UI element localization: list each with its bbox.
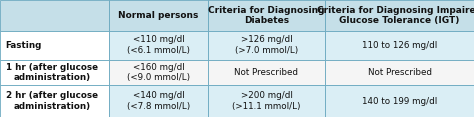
Text: Normal persons: Normal persons [118, 11, 199, 20]
Bar [0, 60, 109, 85]
Text: >200 mg/dl
(>11.1 mmol/L): >200 mg/dl (>11.1 mmol/L) [232, 91, 301, 111]
Bar [208, 31, 325, 60]
Text: 1 hr (after glucose
administration): 1 hr (after glucose administration) [6, 63, 98, 82]
Text: Fasting: Fasting [6, 41, 42, 50]
Bar [0, 0, 109, 31]
Bar [109, 0, 208, 31]
Bar [325, 0, 474, 31]
Bar [208, 60, 325, 85]
Bar [109, 31, 208, 60]
Bar [109, 85, 208, 117]
Bar [109, 60, 208, 85]
Bar [325, 60, 474, 85]
Bar [208, 85, 325, 117]
Text: Criteria for Diagnosing Impaired
Glucose Tolerance (IGT): Criteria for Diagnosing Impaired Glucose… [317, 6, 474, 25]
Bar [208, 0, 325, 31]
Text: <140 mg/dl
(<7.8 mmol/L): <140 mg/dl (<7.8 mmol/L) [127, 91, 190, 111]
Text: <160 mg/dl
(<9.0 mmol/L): <160 mg/dl (<9.0 mmol/L) [127, 63, 190, 82]
Text: Not Prescribed: Not Prescribed [235, 68, 299, 77]
Text: 110 to 126 mg/dl: 110 to 126 mg/dl [362, 41, 438, 50]
Bar [325, 31, 474, 60]
Text: 140 to 199 mg/dl: 140 to 199 mg/dl [362, 97, 438, 106]
Bar [0, 85, 109, 117]
Text: Criteria for Diagnosing
Diabetes: Criteria for Diagnosing Diabetes [208, 6, 325, 25]
Bar [0, 31, 109, 60]
Text: >126 mg/dl
(>7.0 mmol/L): >126 mg/dl (>7.0 mmol/L) [235, 35, 298, 55]
Text: 2 hr (after glucose
administration): 2 hr (after glucose administration) [6, 91, 98, 111]
Bar [325, 85, 474, 117]
Text: <110 mg/dl
(<6.1 mmol/L): <110 mg/dl (<6.1 mmol/L) [127, 35, 190, 55]
Text: Not Prescribed: Not Prescribed [368, 68, 432, 77]
